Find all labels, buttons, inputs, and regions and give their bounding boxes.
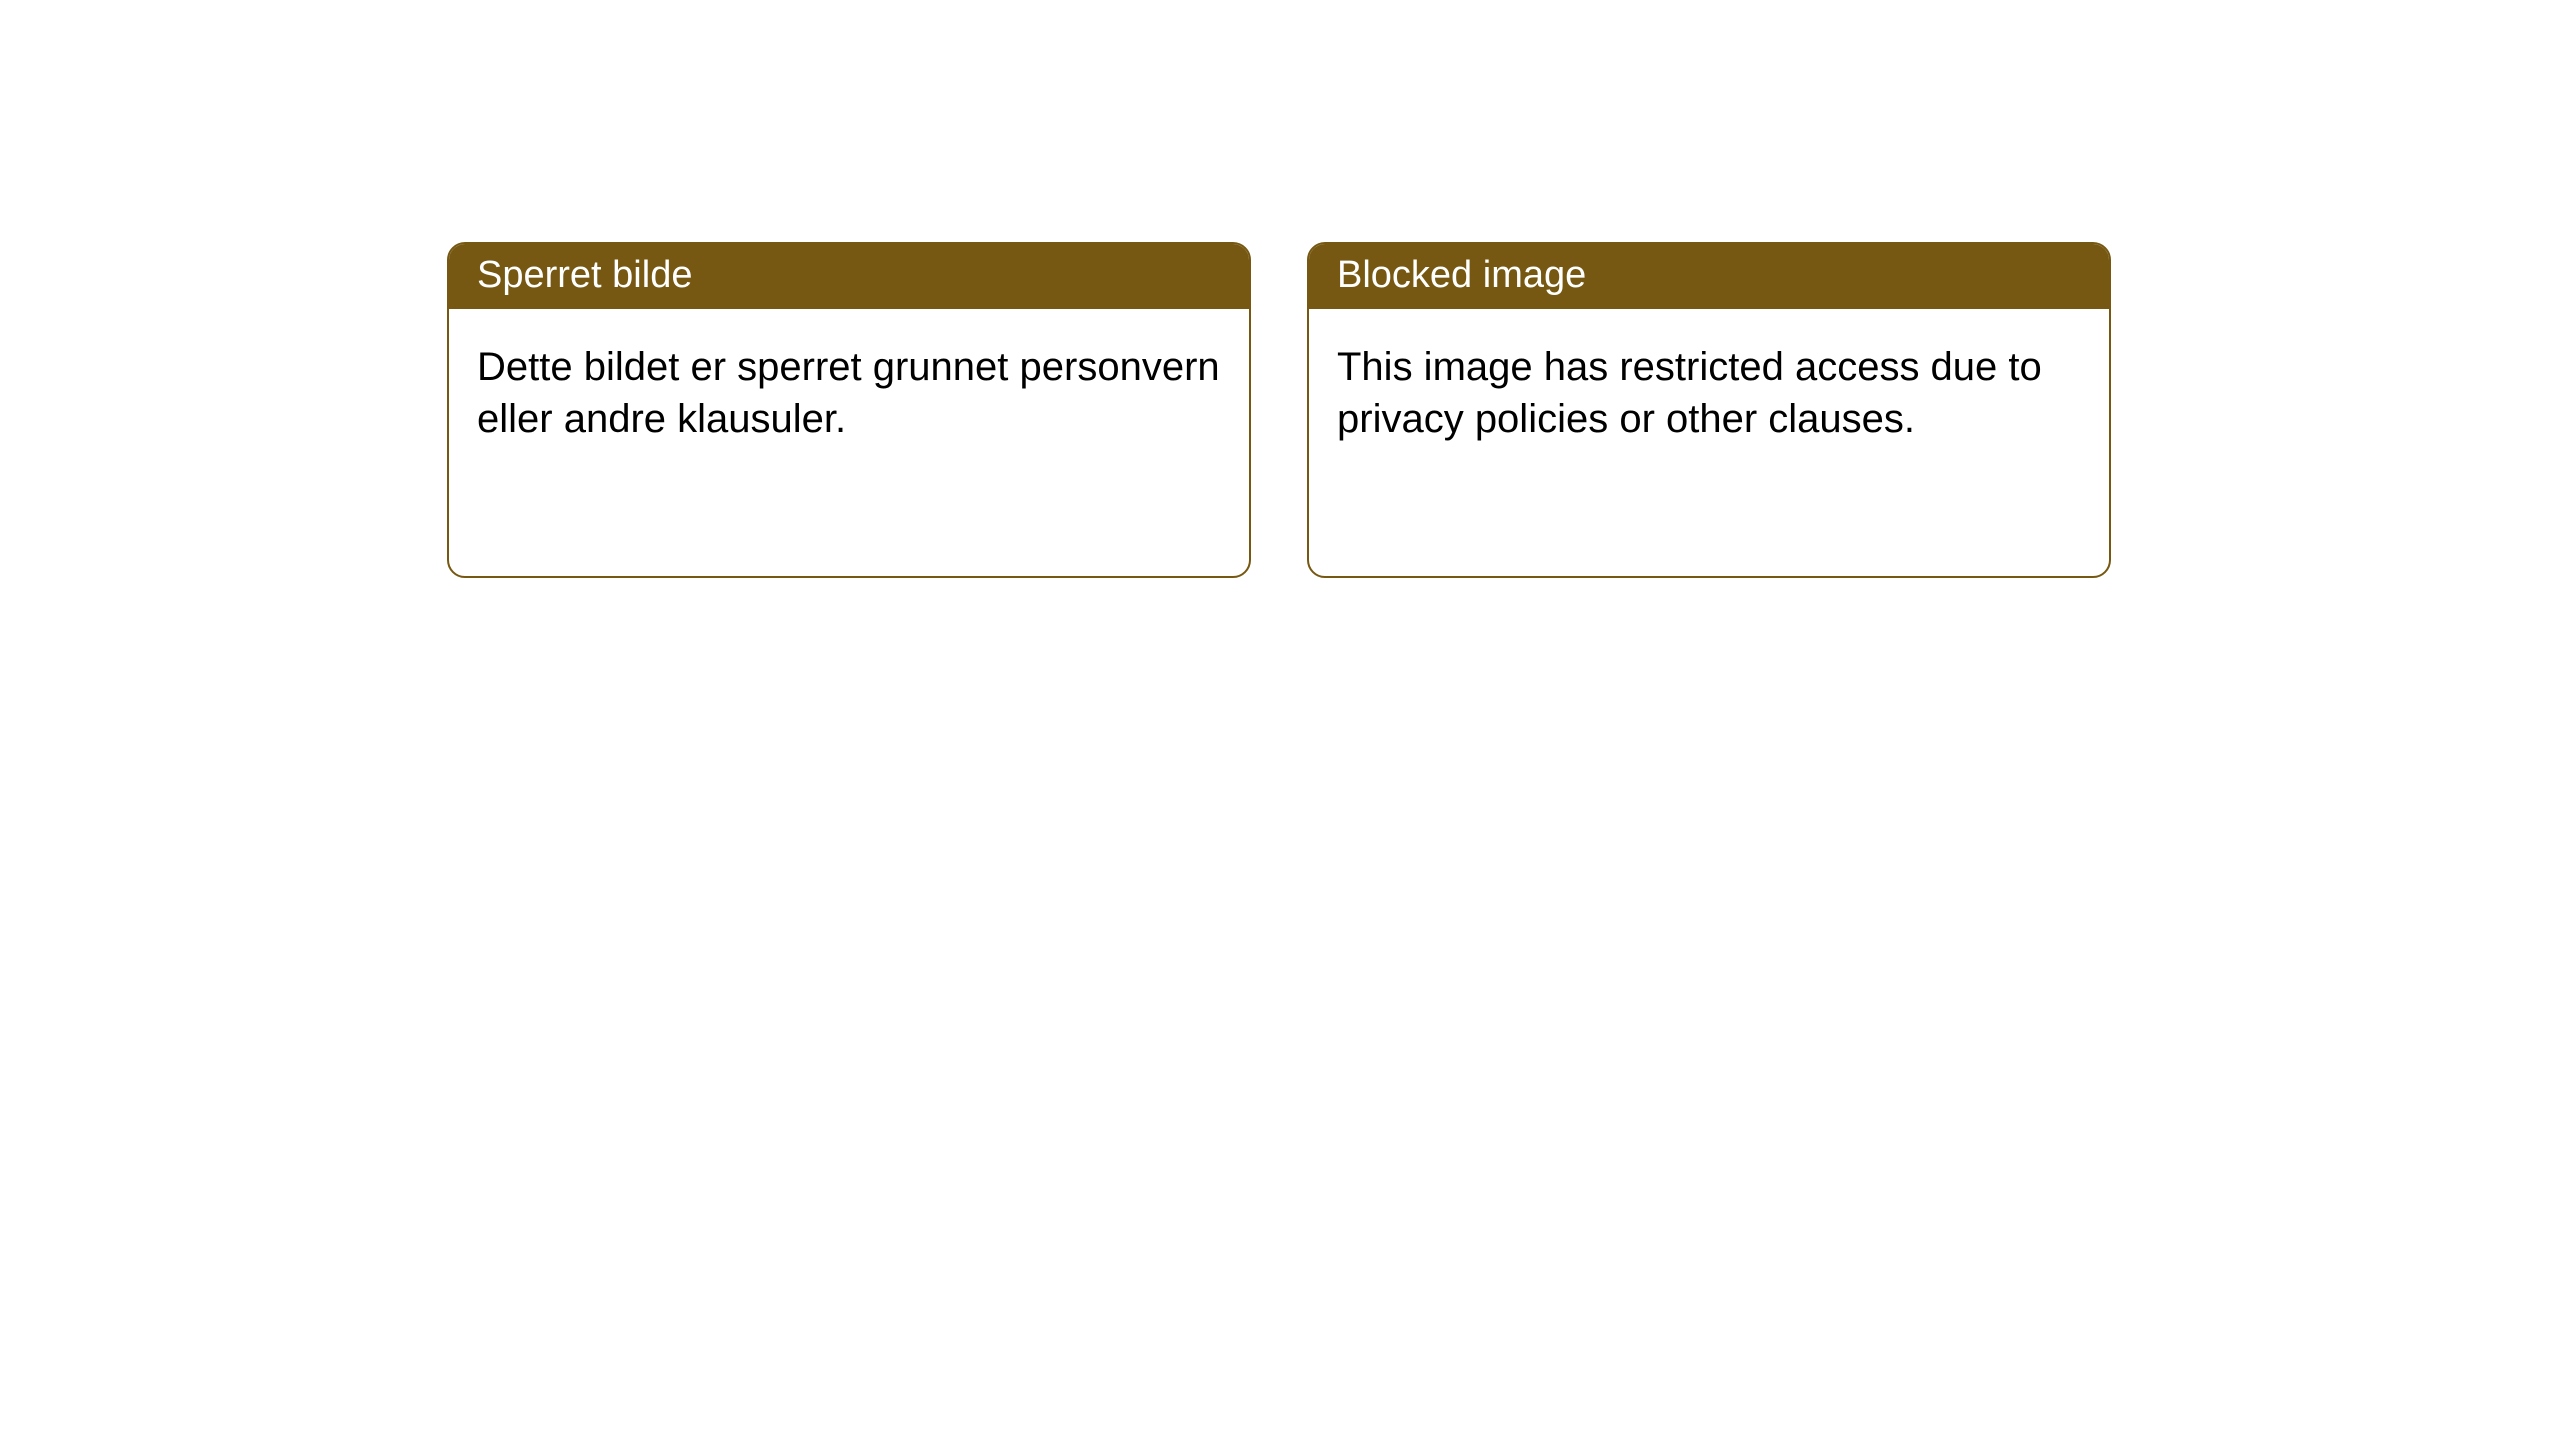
blocked-image-card-en: Blocked image This image has restricted … (1307, 242, 2111, 578)
card-title: Sperret bilde (477, 254, 692, 296)
card-header: Sperret bilde (449, 244, 1249, 309)
card-body: This image has restricted access due to … (1309, 309, 2109, 477)
card-body-text: This image has restricted access due to … (1337, 345, 2042, 441)
card-header: Blocked image (1309, 244, 2109, 309)
card-title: Blocked image (1337, 254, 1586, 296)
blocked-image-card-no: Sperret bilde Dette bildet er sperret gr… (447, 242, 1251, 578)
notice-container: Sperret bilde Dette bildet er sperret gr… (0, 0, 2560, 578)
card-body: Dette bildet er sperret grunnet personve… (449, 309, 1249, 477)
card-body-text: Dette bildet er sperret grunnet personve… (477, 345, 1220, 441)
